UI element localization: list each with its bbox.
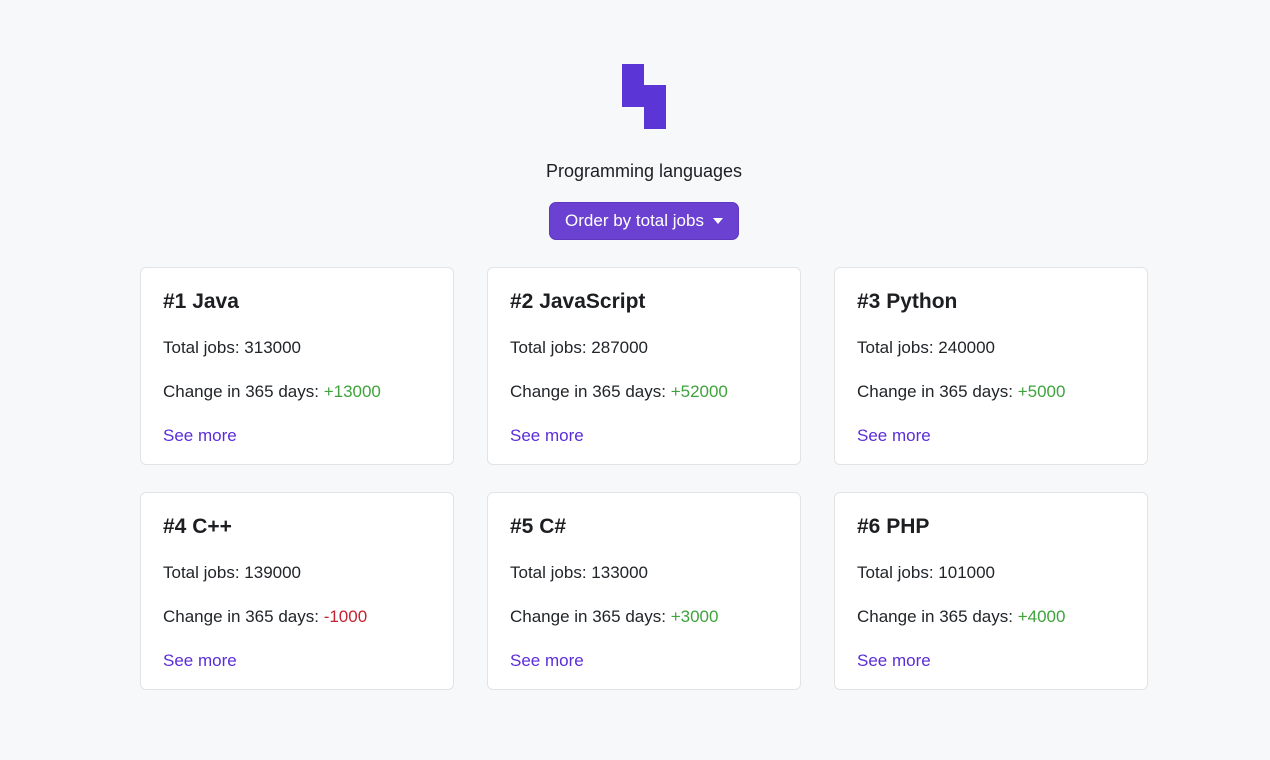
change-label: Change in 365 days: xyxy=(857,382,1013,401)
card-title: #1 Java xyxy=(163,290,239,313)
page-title: Programming languages xyxy=(545,161,743,181)
total-jobs-line: Total jobs: 313000 xyxy=(163,336,431,359)
language-card-java: #1 Java Total jobs: 313000 Change in 365… xyxy=(140,267,454,465)
change-label: Change in 365 days: xyxy=(163,607,319,626)
change-value: +13000 xyxy=(323,382,381,401)
total-jobs-label: Total jobs: xyxy=(510,338,587,357)
card-title: #4 C++ xyxy=(163,515,232,538)
total-jobs-line: Total jobs: 240000 xyxy=(857,336,1125,359)
total-jobs-line: Total jobs: 101000 xyxy=(857,561,1125,584)
language-card-javascript: #2 JavaScript Total jobs: 287000 Change … xyxy=(487,267,801,465)
change-line: Change in 365 days: +13000 xyxy=(163,380,431,403)
caret-down-icon xyxy=(712,218,723,224)
total-jobs-label: Total jobs: xyxy=(857,338,934,357)
total-jobs-value: 240000 xyxy=(938,338,996,357)
total-jobs-label: Total jobs: xyxy=(163,563,240,582)
see-more-link[interactable]: See more xyxy=(510,651,584,670)
card-title: #3 Python xyxy=(857,290,958,313)
total-jobs-line: Total jobs: 139000 xyxy=(163,561,431,584)
change-label: Change in 365 days: xyxy=(163,382,319,401)
card-title: #6 PHP xyxy=(857,515,930,538)
change-line: Change in 365 days: +3000 xyxy=(510,605,778,628)
order-button-label: Order by total jobs xyxy=(565,211,704,230)
see-more-link[interactable]: See more xyxy=(163,426,237,445)
card-title: #5 C# xyxy=(510,515,567,538)
see-more-link[interactable]: See more xyxy=(163,651,237,670)
change-value: +4000 xyxy=(1017,607,1066,626)
see-more-link[interactable]: See more xyxy=(857,651,931,670)
change-value: -1000 xyxy=(323,607,368,626)
total-jobs-value: 313000 xyxy=(244,338,302,357)
language-cards-grid: #1 Java Total jobs: 313000 Change in 365… xyxy=(140,267,1148,690)
see-more-link[interactable]: See more xyxy=(510,426,584,445)
total-jobs-value: 139000 xyxy=(244,563,302,582)
change-line: Change in 365 days: +5000 xyxy=(857,380,1125,403)
change-line: Change in 365 days: -1000 xyxy=(163,605,431,628)
change-label: Change in 365 days: xyxy=(857,607,1013,626)
change-value: +5000 xyxy=(1017,382,1066,401)
page-container: Programming languages Order by total job… xyxy=(140,0,1148,690)
brand-logo-icon xyxy=(622,64,666,129)
change-value: +52000 xyxy=(670,382,728,401)
language-card-php: #6 PHP Total jobs: 101000 Change in 365 … xyxy=(834,492,1148,690)
total-jobs-line: Total jobs: 287000 xyxy=(510,336,778,359)
total-jobs-line: Total jobs: 133000 xyxy=(510,561,778,584)
total-jobs-label: Total jobs: xyxy=(163,338,240,357)
change-value: +3000 xyxy=(670,607,719,626)
language-card-csharp: #5 C# Total jobs: 133000 Change in 365 d… xyxy=(487,492,801,690)
change-line: Change in 365 days: +52000 xyxy=(510,380,778,403)
order-by-total-jobs-button[interactable]: Order by total jobs xyxy=(549,202,739,240)
language-card-cpp: #4 C++ Total jobs: 139000 Change in 365 … xyxy=(140,492,454,690)
total-jobs-value: 287000 xyxy=(591,338,649,357)
language-card-python: #3 Python Total jobs: 240000 Change in 3… xyxy=(834,267,1148,465)
total-jobs-label: Total jobs: xyxy=(857,563,934,582)
change-label: Change in 365 days: xyxy=(510,607,666,626)
card-title: #2 JavaScript xyxy=(510,290,646,313)
see-more-link[interactable]: See more xyxy=(857,426,931,445)
change-line: Change in 365 days: +4000 xyxy=(857,605,1125,628)
total-jobs-value: 133000 xyxy=(591,563,649,582)
total-jobs-value: 101000 xyxy=(938,563,996,582)
page-header: Programming languages Order by total job… xyxy=(140,0,1148,240)
total-jobs-label: Total jobs: xyxy=(510,563,587,582)
change-label: Change in 365 days: xyxy=(510,382,666,401)
